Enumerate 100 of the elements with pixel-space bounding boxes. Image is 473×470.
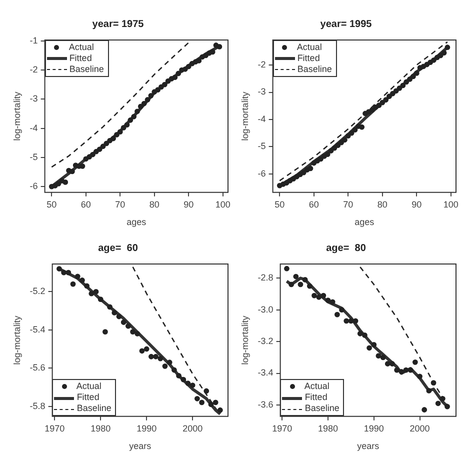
line-series <box>51 42 190 168</box>
point <box>194 396 200 402</box>
point <box>393 88 399 94</box>
point <box>412 359 418 365</box>
point <box>335 142 341 148</box>
point <box>338 140 344 146</box>
point <box>139 348 145 354</box>
point <box>428 60 434 66</box>
y-tick-label: -3 <box>30 94 38 104</box>
point <box>84 283 90 289</box>
point <box>162 82 168 88</box>
legend-label: Baseline <box>297 64 332 74</box>
point <box>440 396 446 402</box>
point <box>357 330 363 336</box>
chart-title: age= 80 <box>326 242 366 254</box>
point <box>290 176 296 182</box>
y-tick-label: -3.4 <box>258 368 274 378</box>
x-tick-label: 1970 <box>44 423 65 434</box>
point <box>328 148 334 154</box>
x-axis-title: ages <box>126 217 147 228</box>
point <box>93 288 99 294</box>
point <box>369 107 375 113</box>
legend-label: Actual <box>304 381 330 392</box>
point <box>376 353 382 359</box>
point <box>80 278 85 283</box>
point <box>176 373 182 378</box>
point <box>185 380 191 386</box>
point <box>376 102 382 108</box>
point <box>112 310 118 316</box>
x-tick-label: 70 <box>115 199 126 210</box>
point <box>100 144 106 150</box>
point <box>134 108 140 114</box>
point <box>158 356 164 362</box>
point <box>141 100 147 106</box>
x-axis-title: years <box>129 441 152 452</box>
point <box>138 104 144 110</box>
point <box>330 299 336 305</box>
x-tick-label: 90 <box>184 199 194 210</box>
y-tick-label: -3.6 <box>258 399 274 410</box>
point <box>394 367 400 373</box>
x-axis-title: ages <box>354 217 375 228</box>
x-tick-label: 50 <box>46 199 57 210</box>
point <box>56 266 62 272</box>
point <box>155 87 161 93</box>
point <box>371 342 377 348</box>
y-tick-label: -5.2 <box>30 286 46 296</box>
point <box>302 277 308 282</box>
point <box>116 314 122 320</box>
point <box>398 368 404 374</box>
point <box>162 363 168 369</box>
point <box>426 388 432 394</box>
legend-label: Actual <box>76 381 102 392</box>
point <box>300 170 306 176</box>
point <box>396 85 402 91</box>
legend-label: Fitted <box>304 392 328 402</box>
point <box>316 294 322 300</box>
x-axis-title: years <box>357 441 380 452</box>
point <box>359 124 365 130</box>
x-tick-label: 80 <box>149 199 160 210</box>
y-tick-label: -1 <box>30 35 38 46</box>
point <box>208 402 214 408</box>
point <box>383 97 389 103</box>
x-tick-label: 50 <box>274 199 285 210</box>
point <box>444 404 450 410</box>
point <box>196 58 202 64</box>
y-tick-label: -5 <box>30 152 38 162</box>
point <box>199 400 204 406</box>
point <box>86 154 92 160</box>
legend-label: Fitted <box>69 53 92 63</box>
point <box>403 367 409 373</box>
point <box>318 156 324 162</box>
chart-title: year= 1995 <box>320 18 372 30</box>
point <box>102 329 108 334</box>
y-tick-label: -2.8 <box>258 272 274 283</box>
x-tick-label: 60 <box>308 199 319 210</box>
y-tick-label: -5.8 <box>30 400 46 411</box>
chart-title: age= 60 <box>98 242 138 254</box>
x-tick-label: 2000 <box>410 423 430 434</box>
point <box>144 346 150 352</box>
point <box>339 307 344 313</box>
point <box>120 320 126 325</box>
point <box>441 50 447 56</box>
x-tick-label: 90 <box>412 199 422 210</box>
point <box>128 117 134 123</box>
point <box>110 136 116 142</box>
point <box>70 281 76 287</box>
point <box>90 152 96 158</box>
y-tick-label: -3.2 <box>258 336 274 346</box>
point <box>400 82 406 88</box>
point <box>124 122 130 128</box>
point <box>410 74 416 80</box>
point <box>352 127 358 133</box>
y-tick-label: -6 <box>258 168 266 178</box>
point <box>144 97 150 102</box>
y-axis-title: log-mortality <box>12 91 22 141</box>
x-tick-label: 80 <box>377 199 388 210</box>
point <box>107 304 112 310</box>
point <box>348 130 354 136</box>
x-tick-label: 2000 <box>182 423 203 434</box>
point <box>438 52 444 58</box>
